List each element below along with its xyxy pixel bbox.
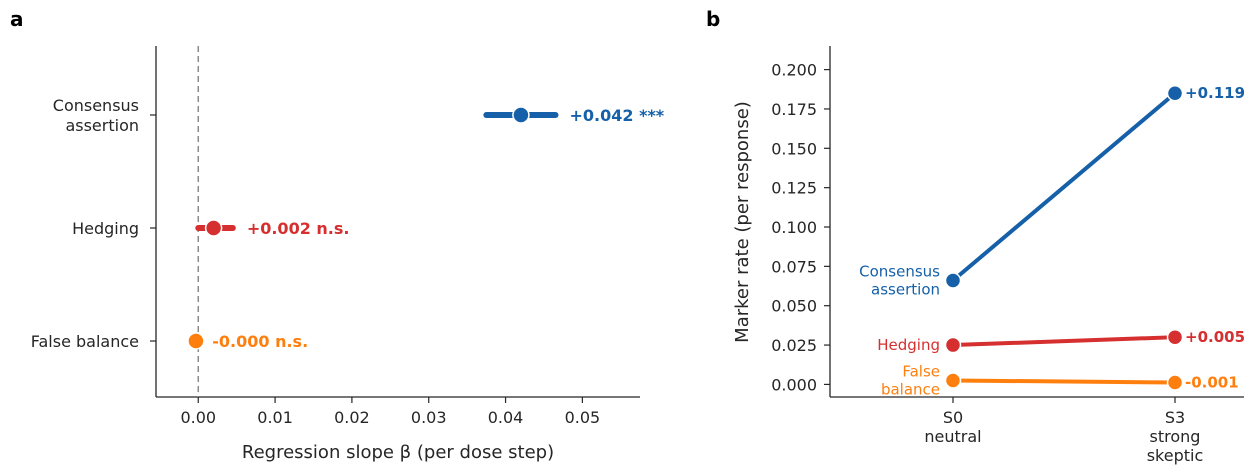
series-line (951, 378, 1177, 385)
series-point (1166, 328, 1184, 346)
series-name-label: False (902, 362, 940, 380)
panel-a-x-tick-label: 0.03 (411, 408, 447, 427)
panel-a-x-axis-label: Regression slope β (per dose step) (242, 442, 554, 463)
series-delta-label: +0.005 (1185, 328, 1244, 346)
panel-b-y-tick-label: 0.200 (771, 61, 817, 80)
panel-b-y-tick-label: 0.100 (771, 218, 817, 237)
panel-a-x-tick-label: 0.01 (257, 408, 293, 427)
panel-b-y-tick-label: 0.000 (771, 375, 817, 394)
series-name-label: balance (881, 380, 940, 398)
series-point (1166, 84, 1184, 102)
estimate-value-label: +0.042 *** (569, 106, 664, 125)
series-point (944, 372, 962, 389)
estimate-point (512, 106, 530, 124)
panel-b-y-tick-label: 0.025 (771, 336, 817, 355)
series-delta-label: -0.001 (1185, 374, 1239, 392)
panel-b-y-axis-label: Marker rate (per response) (732, 101, 753, 343)
panel-b-y-tick-label: 0.175 (771, 100, 817, 119)
panel-b-y-tick-label: 0.075 (771, 257, 817, 276)
panel-a-x-tick-label: 0.02 (334, 408, 370, 427)
series-line (951, 91, 1177, 283)
panel-b-x-tick-label: S0 (943, 408, 963, 427)
series-line (951, 335, 1177, 348)
estimate-value-label: +0.002 n.s. (247, 219, 350, 238)
panel-a-category-label: False balance (31, 332, 139, 351)
series-point (944, 272, 962, 289)
series-name-label: assertion (871, 281, 940, 299)
panel-a-x-tick-label: 0.04 (488, 408, 524, 427)
panel-a-x-tick-label: 0.05 (565, 408, 601, 427)
panel-a-category-label: assertion (65, 116, 139, 135)
panel-letter-b: b (706, 7, 720, 31)
panel-b-x-tick-label: S3 (1165, 408, 1185, 427)
series-point (1166, 374, 1184, 391)
panel-b-line-plot: Marker rate (per response) 0.000 0.025 0.0… (732, 46, 1244, 465)
panel-b-x-tick-label: neutral (924, 427, 981, 446)
panel-a-category-label: Hedging (72, 219, 139, 238)
panel-b-y-tick-label: 0.050 (771, 297, 817, 316)
panel-b-y-tick-label: 0.125 (771, 179, 817, 198)
panel-b-x-tick-label: skeptic (1147, 446, 1204, 465)
estimate-point (187, 332, 205, 350)
series-name-label: Consensus (859, 263, 940, 281)
panel-b-y-tick-label: 0.150 (771, 139, 817, 158)
panel-a-x-tick-label: 0.00 (180, 408, 216, 427)
panel-a-forest-plot: Regression slope β (per dose step) 0.00 0… (31, 46, 665, 463)
panel-a-category-label: Consensus (53, 96, 139, 115)
series-delta-label: +0.119 (1185, 84, 1244, 102)
panel-b-x-tick-label: strong (1150, 427, 1201, 446)
panel-letter-a: a (10, 7, 24, 31)
estimate-point (204, 219, 223, 237)
series-name-label: Hedging (877, 336, 940, 354)
series-point (944, 336, 962, 354)
estimate-value-label: -0.000 n.s. (212, 332, 308, 351)
